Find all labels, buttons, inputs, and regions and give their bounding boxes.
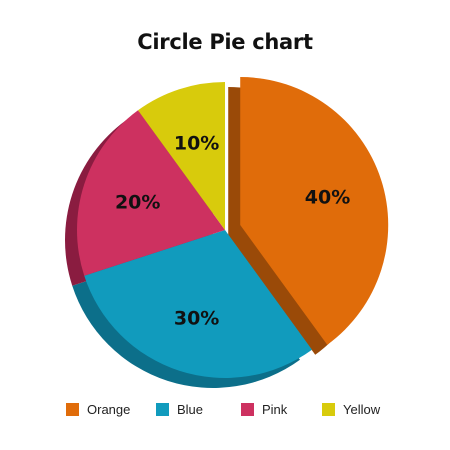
legend-item-yellow: Yellow	[322, 402, 380, 417]
pie-label-orange: 40%	[305, 187, 350, 209]
legend-item-pink: Pink	[241, 402, 287, 417]
pie-label-blue: 30%	[174, 307, 219, 329]
pie-slice-blue	[84, 230, 312, 378]
pie-slice-yellow	[138, 82, 225, 230]
pie-label-pink: 20%	[115, 192, 160, 214]
pie-label-yellow: 10%	[174, 133, 219, 155]
legend-swatch	[66, 403, 79, 416]
pie-value-labels: 40% 30% 20% 10%	[115, 133, 350, 330]
legend: Orange Blue Pink Yellow	[66, 402, 406, 422]
pie-slice-orange	[240, 77, 389, 345]
legend-swatch	[241, 403, 254, 416]
chart-title: Circle Pie chart	[137, 30, 313, 54]
pie-slices	[76, 77, 389, 378]
legend-swatch	[156, 403, 169, 416]
legend-label: Yellow	[343, 402, 381, 417]
pie-slice-pink	[76, 110, 225, 276]
legend-item-blue: Blue	[156, 402, 203, 417]
legend-swatch	[322, 403, 335, 416]
legend-label: Orange	[87, 402, 131, 417]
legend-label: Pink	[262, 402, 288, 417]
legend-label: Blue	[177, 402, 204, 417]
legend-item-orange: Orange	[66, 402, 130, 417]
